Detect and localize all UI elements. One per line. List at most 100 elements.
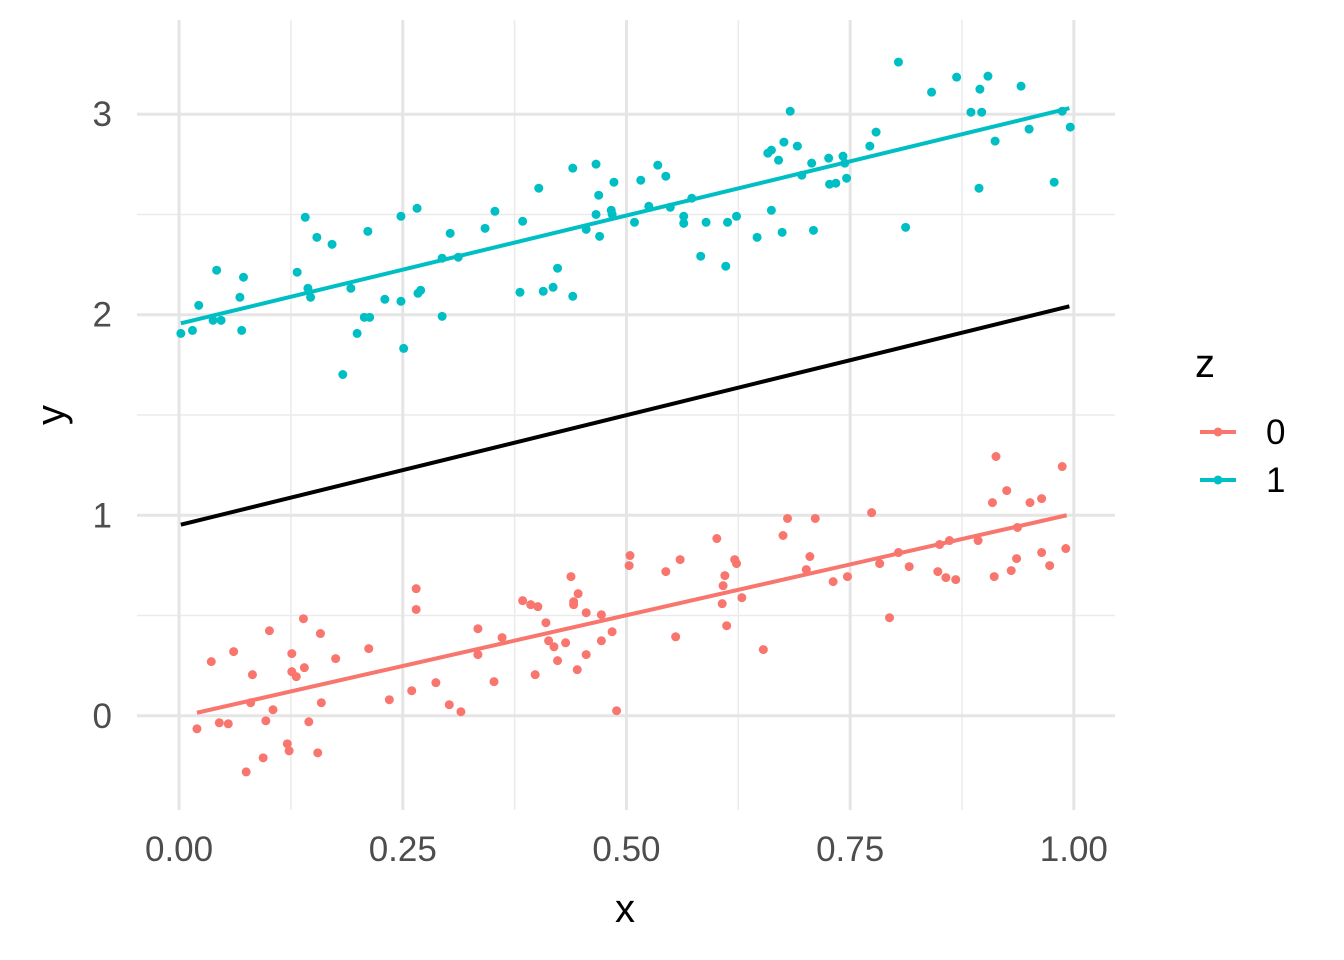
data-point-z1	[808, 225, 818, 235]
data-point-z0	[885, 613, 895, 623]
data-point-z0	[206, 657, 216, 667]
data-point-z1	[952, 72, 962, 82]
data-point-z0	[258, 753, 268, 763]
legend-title: z	[1195, 342, 1215, 386]
data-point-z0	[991, 452, 1001, 462]
data-point-z1	[679, 218, 689, 228]
data-point-z1	[901, 222, 911, 232]
data-point-z1	[824, 153, 834, 163]
data-point-z1	[235, 292, 245, 302]
data-point-z0	[573, 589, 583, 599]
data-point-z1	[865, 141, 875, 151]
data-point-z0	[411, 584, 421, 594]
data-point-z0	[1057, 462, 1067, 472]
data-point-z1	[553, 263, 563, 273]
data-point-z0	[828, 577, 838, 587]
data-point-z1	[636, 175, 646, 185]
data-point-z1	[774, 155, 784, 165]
data-point-z0	[624, 561, 634, 571]
data-point-z0	[717, 599, 727, 609]
data-point-z0	[192, 724, 202, 734]
data-point-z1	[216, 315, 226, 325]
data-point-z1	[352, 328, 362, 338]
data-point-z0	[268, 705, 278, 715]
data-point-z1	[306, 292, 316, 302]
data-point-z0	[473, 650, 483, 660]
data-point-z0	[284, 746, 294, 756]
data-point-z1	[591, 209, 601, 219]
data-point-z0	[541, 618, 551, 628]
data-point-z0	[566, 572, 576, 582]
data-point-z0	[229, 647, 239, 657]
data-point-z1	[312, 232, 322, 242]
data-point-z0	[533, 602, 543, 612]
data-point-z1	[338, 369, 348, 379]
data-point-z1	[842, 173, 852, 183]
data-point-z1	[838, 151, 848, 161]
data-point-z0	[298, 614, 308, 624]
data-point-z0	[518, 596, 528, 606]
data-point-z1	[568, 163, 578, 173]
data-point-z0	[315, 629, 325, 639]
data-point-z0	[737, 593, 747, 603]
data-point-z1	[380, 294, 390, 304]
data-point-z0	[316, 698, 326, 708]
data-point-z1	[327, 239, 337, 249]
data-point-z0	[675, 555, 685, 565]
data-point-z1	[1065, 122, 1075, 132]
data-point-z0	[282, 739, 292, 749]
fit-line-z1	[180, 106, 1070, 326]
data-point-z1	[893, 57, 903, 67]
data-point-z0	[810, 513, 820, 523]
data-point-z0	[904, 562, 914, 572]
y-tick-label: 3	[93, 95, 112, 134]
data-point-z0	[612, 706, 622, 716]
data-point-z0	[778, 531, 788, 541]
data-point-z1	[779, 137, 789, 147]
data-point-z1	[416, 285, 426, 295]
data-point-z0	[364, 644, 374, 654]
data-point-z1	[594, 190, 604, 200]
data-point-z1	[538, 286, 548, 296]
data-point-z0	[1006, 566, 1016, 576]
data-point-z0	[241, 767, 251, 777]
fit-line-z0	[196, 513, 1068, 715]
data-point-z1	[480, 223, 490, 233]
data-point-z1	[807, 158, 817, 168]
data-point-z0	[941, 573, 951, 583]
data-point-z1	[679, 211, 689, 221]
data-point-z0	[291, 672, 301, 682]
legend: z 0 1	[1195, 342, 1285, 500]
data-point-z0	[444, 700, 454, 710]
data-point-z0	[1061, 544, 1071, 554]
data-point-z0	[1002, 486, 1012, 496]
data-point-z1	[766, 145, 776, 155]
data-point-z0	[712, 534, 722, 544]
data-point-z1	[785, 106, 795, 116]
legend-label: 1	[1266, 461, 1285, 500]
data-point-z0	[805, 552, 815, 562]
data-point-z0	[299, 663, 309, 673]
data-point-z0	[411, 604, 421, 614]
data-point-z1	[977, 107, 987, 117]
data-point-z1	[609, 177, 619, 187]
data-point-z1	[721, 261, 731, 271]
data-point-z0	[544, 636, 554, 646]
data-point-z0	[671, 632, 681, 642]
data-point-z1	[766, 205, 776, 215]
data-point-z1	[399, 343, 409, 353]
data-point-z0	[264, 626, 274, 636]
data-point-z0	[331, 654, 341, 664]
data-point-z0	[625, 551, 635, 561]
data-point-z1	[831, 178, 841, 188]
data-point-z1	[346, 283, 356, 293]
data-point-z0	[247, 670, 257, 680]
data-point-z1	[194, 300, 204, 310]
data-point-z0	[313, 748, 323, 758]
data-point-z0	[1025, 498, 1035, 508]
data-point-z1	[396, 211, 406, 221]
data-marks	[176, 57, 1075, 777]
data-point-z0	[867, 508, 877, 518]
data-point-z0	[553, 656, 563, 666]
data-point-z0	[407, 686, 417, 696]
